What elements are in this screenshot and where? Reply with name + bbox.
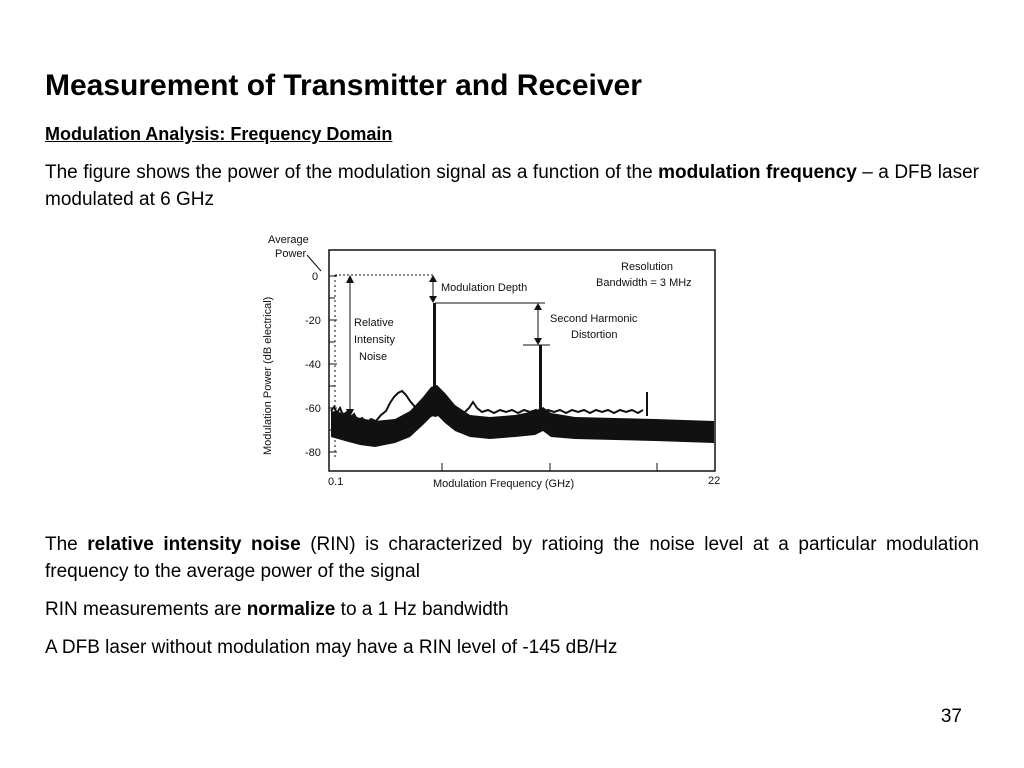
average-power-label-line1: Average xyxy=(268,234,309,246)
y-tick-minus40: -40 xyxy=(305,359,321,371)
x-start-label: 0.1 xyxy=(328,476,343,488)
y-tick-minus80: -80 xyxy=(305,447,321,459)
spectrum-plot: Average Power Modulation Power (dB elect… xyxy=(262,234,720,490)
third-harmonic-peak xyxy=(646,392,648,416)
rin-text-before: The xyxy=(45,534,88,555)
normalize-text-before: RIN measurements are xyxy=(45,599,247,620)
x-end-label: 22 xyxy=(708,475,720,487)
normalize-text-after: to a 1 Hz bandwidth xyxy=(335,599,509,620)
rin-arrow-head-bottom xyxy=(346,409,354,417)
intro-text-after: – a DFB laser modulated at 6 GHz xyxy=(45,162,979,210)
x-axis-label: Modulation Frequency (GHz) xyxy=(433,478,574,490)
harmonic-arrow-head-top xyxy=(534,303,542,310)
normalize-paragraph: RIN measurements are normalize to a 1 Hz… xyxy=(45,596,979,623)
x-axis-ticks xyxy=(441,463,658,471)
rin-text-bold: relative intensity noise xyxy=(87,534,301,555)
rin-annotation-line2: Intensity xyxy=(354,334,395,346)
harmonic-arrow-head-bottom xyxy=(534,338,542,345)
second-harmonic-peak xyxy=(539,345,542,411)
harmonic-annotation-line1: Second Harmonic xyxy=(550,313,638,325)
intro-text-before: The figure shows the power of the modula… xyxy=(45,162,659,183)
plot-frame xyxy=(328,249,716,472)
y-tick-0: 0 xyxy=(312,271,318,283)
intro-paragraph: The figure shows the power of the modula… xyxy=(45,159,979,213)
y-tick-minus20: -20 xyxy=(305,315,321,327)
y-axis-label: Modulation Power (dB electrical) xyxy=(262,297,274,455)
resolution-annotation-line1: Resolution xyxy=(621,261,673,273)
page-number: 37 xyxy=(940,706,962,727)
normalize-text-bold: normalize xyxy=(246,599,336,620)
noise-floor-band xyxy=(331,385,714,447)
carrier-peak xyxy=(433,303,436,403)
average-power-pointer xyxy=(306,254,322,272)
slide-title: Measurement of Transmitter and Receiver xyxy=(45,69,642,102)
harmonic-annotation-line2: Distortion xyxy=(571,329,617,341)
intro-text-bold: modulation frequency xyxy=(658,162,857,183)
average-power-label-line2: Power xyxy=(275,248,307,260)
rin-paragraph: The relative intensity noise (RIN) is ch… xyxy=(45,531,979,585)
modulation-depth-annotation: Modulation Depth xyxy=(441,282,527,294)
rin-annotation-line1: Relative xyxy=(354,317,394,329)
resolution-annotation-line2: Bandwidth = 3 MHz xyxy=(596,277,692,289)
spectrum-figure: Average Power Modulation Power (dB elect… xyxy=(255,225,730,493)
modulation-depth-arrow-head-bottom xyxy=(429,296,437,303)
section-subtitle: Modulation Analysis: Frequency Domain xyxy=(45,124,393,144)
dfb-rin-paragraph: A DFB laser without modulation may have … xyxy=(45,637,618,658)
y-tick-minus60: -60 xyxy=(305,403,321,415)
modulation-depth-arrow-head-top xyxy=(429,275,437,282)
rin-text-after: (RIN) is characterized by ratioing the n… xyxy=(45,534,980,582)
noise-floor-upper-edge xyxy=(330,389,644,425)
rin-annotation-line3: Noise xyxy=(359,351,387,363)
rin-arrow-head-top xyxy=(346,275,354,283)
